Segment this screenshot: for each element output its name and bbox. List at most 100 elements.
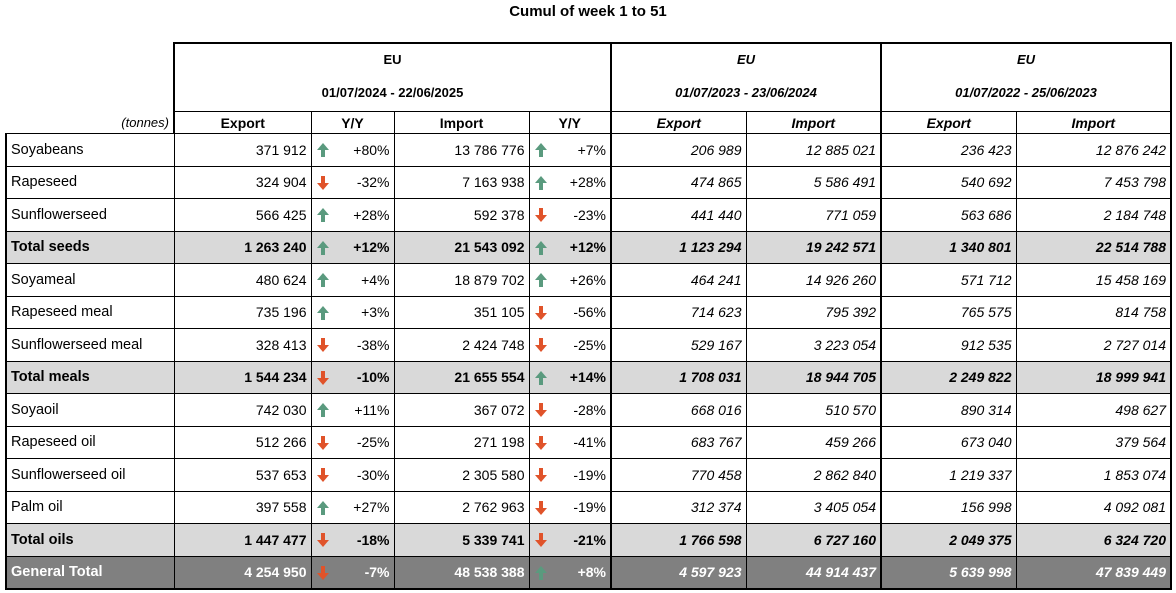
arrow-down-icon bbox=[311, 458, 338, 492]
import-value-2: 771 059 bbox=[746, 198, 882, 232]
export-value: 735 196 bbox=[174, 296, 312, 329]
import-value-2: 19 242 571 bbox=[746, 231, 882, 264]
arrow-up-icon bbox=[311, 198, 338, 232]
export-yy: -30% bbox=[338, 458, 395, 492]
export-yy: -18% bbox=[338, 523, 395, 557]
export-value-2: 441 440 bbox=[610, 198, 747, 232]
table-body: Soyabeans 371 912 +80% 13 786 776 +7% 206 989… bbox=[5, 133, 1172, 590]
table-row: Total oils 1 447 477 -18% 5 339 741 -21% 1 76… bbox=[5, 523, 1172, 557]
col-export-2: Export bbox=[610, 111, 747, 134]
export-value: 397 558 bbox=[174, 491, 312, 524]
import-yy: +14% bbox=[556, 361, 612, 394]
import-value: 21 655 554 bbox=[394, 361, 530, 394]
import-value-3: 22 514 788 bbox=[1016, 231, 1172, 264]
export-value: 1 544 234 bbox=[174, 361, 312, 394]
import-value-3: 379 564 bbox=[1016, 426, 1172, 459]
export-yy: +3% bbox=[338, 296, 395, 329]
arrow-up-icon bbox=[311, 296, 338, 329]
export-value-3: 890 314 bbox=[880, 393, 1017, 427]
export-yy: +27% bbox=[338, 491, 395, 524]
col-export: Export bbox=[173, 111, 312, 134]
export-yy: -32% bbox=[338, 166, 395, 199]
export-value-2: 1 766 598 bbox=[610, 523, 747, 557]
import-yy: -19% bbox=[556, 458, 612, 492]
import-value-3: 6 324 720 bbox=[1016, 523, 1172, 557]
arrow-up-icon bbox=[311, 133, 338, 167]
arrow-down-icon bbox=[529, 393, 556, 427]
arrow-up-icon bbox=[529, 133, 556, 167]
arrow-down-icon bbox=[311, 361, 338, 394]
export-yy: +11% bbox=[338, 393, 395, 427]
arrow-down-icon bbox=[529, 458, 556, 492]
group-period-1: 01/07/2024 - 22/06/2025 bbox=[173, 74, 612, 112]
row-label: Sunflowerseed bbox=[5, 198, 175, 232]
arrow-down-icon bbox=[529, 491, 556, 524]
table-row: Rapeseed meal 735 196 +3% 351 105 -56% 714 62… bbox=[5, 296, 1172, 329]
table-row: Total meals 1 544 234 -10% 21 655 554 +14% 1 … bbox=[5, 361, 1172, 394]
export-value-3: 156 998 bbox=[880, 491, 1017, 524]
export-yy: +28% bbox=[338, 198, 395, 232]
row-label: Palm oil bbox=[5, 491, 175, 524]
import-yy: +12% bbox=[556, 231, 612, 264]
import-value: 271 198 bbox=[394, 426, 530, 459]
import-yy: -28% bbox=[556, 393, 612, 427]
import-value: 2 305 580 bbox=[394, 458, 530, 492]
import-value: 13 786 776 bbox=[394, 133, 530, 167]
export-yy: -7% bbox=[338, 556, 395, 590]
arrow-up-icon bbox=[529, 263, 556, 297]
table-row: Soyaoil 742 030 +11% 367 072 -28% 668 016 510 … bbox=[5, 393, 1172, 427]
export-value: 4 254 950 bbox=[174, 556, 312, 590]
arrow-up-icon bbox=[311, 231, 338, 264]
row-label: Soyaoil bbox=[5, 393, 175, 427]
group-period-3: 01/07/2022 - 25/06/2023 bbox=[880, 74, 1172, 112]
arrow-down-icon bbox=[529, 523, 556, 557]
row-label: Sunflowerseed oil bbox=[5, 458, 175, 492]
export-value: 1 447 477 bbox=[174, 523, 312, 557]
import-value-3: 4 092 081 bbox=[1016, 491, 1172, 524]
import-value: 18 879 702 bbox=[394, 263, 530, 297]
export-yy: +4% bbox=[338, 263, 395, 297]
table-row: Rapeseed oil 512 266 -25% 271 198 -41% 683 76… bbox=[5, 426, 1172, 459]
import-value-3: 2 184 748 bbox=[1016, 198, 1172, 232]
export-value-3: 1 340 801 bbox=[880, 231, 1017, 264]
import-value: 7 163 938 bbox=[394, 166, 530, 199]
export-value-2: 770 458 bbox=[610, 458, 747, 492]
export-value-3: 236 423 bbox=[880, 133, 1017, 167]
row-label: Rapeseed bbox=[5, 166, 175, 199]
group-region-1: EU bbox=[173, 42, 612, 74]
arrow-up-icon bbox=[529, 166, 556, 199]
arrow-down-icon bbox=[311, 166, 338, 199]
export-value-3: 673 040 bbox=[880, 426, 1017, 459]
import-yy: -41% bbox=[556, 426, 612, 459]
import-yy: +7% bbox=[556, 133, 612, 167]
table-row: Sunflowerseed 566 425 +28% 592 378 -23% 441 4… bbox=[5, 198, 1172, 232]
import-value: 48 538 388 bbox=[394, 556, 530, 590]
import-value-2: 510 570 bbox=[746, 393, 882, 427]
import-value-3: 12 876 242 bbox=[1016, 133, 1172, 167]
import-value-3: 1 853 074 bbox=[1016, 458, 1172, 492]
export-value-3: 5 639 998 bbox=[880, 556, 1017, 590]
arrow-up-icon bbox=[311, 491, 338, 524]
export-value-2: 312 374 bbox=[610, 491, 747, 524]
import-value-2: 14 926 260 bbox=[746, 263, 882, 297]
group-region-3: EU bbox=[880, 42, 1172, 74]
export-value: 324 904 bbox=[174, 166, 312, 199]
row-label: Soyameal bbox=[5, 263, 175, 297]
export-value-2: 464 241 bbox=[610, 263, 747, 297]
import-value-3: 814 758 bbox=[1016, 296, 1172, 329]
row-label: General Total bbox=[5, 556, 175, 590]
export-yy: -10% bbox=[338, 361, 395, 394]
import-value-3: 498 627 bbox=[1016, 393, 1172, 427]
export-value: 566 425 bbox=[174, 198, 312, 232]
import-yy: +8% bbox=[556, 556, 612, 590]
export-value-3: 2 249 822 bbox=[880, 361, 1017, 394]
row-label: Total seeds bbox=[5, 231, 175, 264]
import-value-3: 15 458 169 bbox=[1016, 263, 1172, 297]
export-value-3: 1 219 337 bbox=[880, 458, 1017, 492]
import-value-3: 18 999 941 bbox=[1016, 361, 1172, 394]
import-value: 351 105 bbox=[394, 296, 530, 329]
import-value-2: 18 944 705 bbox=[746, 361, 882, 394]
import-value: 592 378 bbox=[394, 198, 530, 232]
import-value-2: 2 862 840 bbox=[746, 458, 882, 492]
table-row: General Total 4 254 950 -7% 48 538 388 +8% 4 … bbox=[5, 556, 1172, 590]
